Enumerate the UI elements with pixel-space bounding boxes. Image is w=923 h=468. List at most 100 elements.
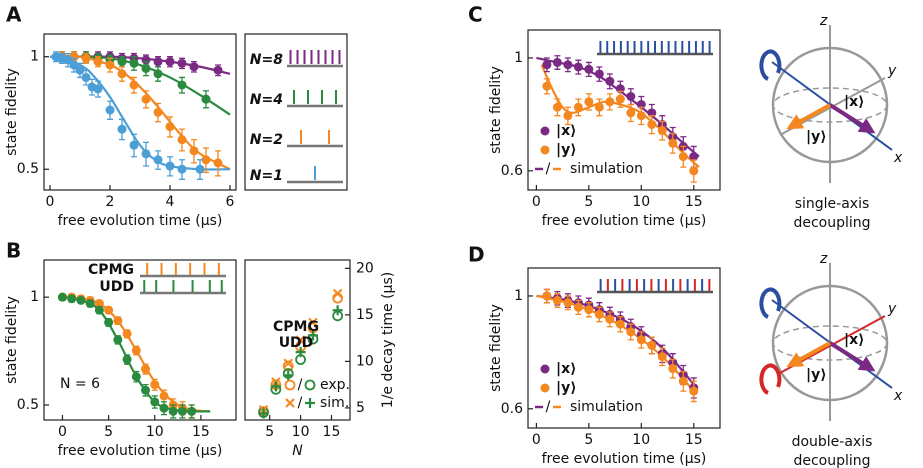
plot-frame xyxy=(43,259,237,421)
point xyxy=(165,57,175,67)
point xyxy=(141,385,151,395)
legend-marker xyxy=(540,145,550,155)
point xyxy=(636,111,646,121)
point xyxy=(94,299,104,309)
state-label: |x⟩ xyxy=(844,332,865,348)
x-tick-label: 4 xyxy=(166,194,175,210)
point xyxy=(117,69,127,79)
point xyxy=(573,62,583,72)
y-tick-label: 0.6 xyxy=(501,401,523,417)
point xyxy=(177,406,187,416)
point xyxy=(131,345,141,355)
point xyxy=(177,80,187,90)
legend-marker xyxy=(305,398,315,408)
point xyxy=(308,317,318,328)
point xyxy=(117,57,127,67)
point xyxy=(81,53,91,63)
legend-marker xyxy=(284,379,296,391)
point xyxy=(542,60,552,70)
point xyxy=(573,102,583,112)
point xyxy=(129,140,139,150)
point xyxy=(678,376,688,386)
point xyxy=(605,314,615,324)
point xyxy=(129,80,139,90)
point xyxy=(150,397,160,407)
y-tick-label: 10 xyxy=(356,353,374,369)
y-axis-label: state fidelity xyxy=(4,68,20,156)
legend-separator: / xyxy=(546,161,551,177)
rotation-icon xyxy=(759,363,782,395)
point xyxy=(63,55,73,65)
x-tick-label: 15 xyxy=(685,432,703,448)
legend-label: N=1 xyxy=(250,168,283,184)
point xyxy=(307,330,318,341)
x-tick-label: 5 xyxy=(584,432,593,448)
x-tick-label: 15 xyxy=(685,194,703,210)
point xyxy=(201,94,211,104)
x-tick-label: 0 xyxy=(532,432,541,448)
point xyxy=(113,335,123,345)
x-tick-label: 2 xyxy=(106,194,115,210)
point xyxy=(129,58,139,68)
plot-frame xyxy=(527,29,721,191)
caption: decoupling xyxy=(793,453,870,468)
point xyxy=(689,386,699,396)
point xyxy=(563,298,573,308)
point xyxy=(195,164,205,174)
legend-label: CPMG xyxy=(88,262,134,278)
x-tick-label: 10 xyxy=(632,432,650,448)
y-axis-label: state fidelity xyxy=(4,296,20,384)
legend-separator: / xyxy=(546,399,551,415)
x-tick-label: 15 xyxy=(323,424,341,440)
legend-label: simulation xyxy=(570,161,643,177)
axis-label: x xyxy=(893,388,903,404)
state-label: |x⟩ xyxy=(844,94,865,110)
x-tick-label: 0 xyxy=(58,424,67,440)
axis-label: x xyxy=(893,150,903,166)
legend-label: sim. xyxy=(320,395,349,411)
point xyxy=(283,358,293,368)
state-arrow xyxy=(786,103,831,130)
y-tick-label: 15 xyxy=(356,307,374,323)
point xyxy=(615,94,625,104)
point xyxy=(104,317,114,327)
point xyxy=(657,126,667,136)
point xyxy=(117,124,127,134)
point xyxy=(552,102,562,112)
legend-marker xyxy=(304,379,316,391)
legend-label: N=4 xyxy=(250,92,283,108)
point xyxy=(201,155,211,165)
y-tick-label: 20 xyxy=(356,260,374,276)
axis-label: y xyxy=(887,63,897,79)
state-label: |y⟩ xyxy=(806,367,827,383)
y-axis-label: state fidelity xyxy=(488,304,504,392)
point xyxy=(563,111,573,121)
point xyxy=(295,347,306,358)
y-tick-label: 1 xyxy=(514,50,523,66)
legend-label: exp. xyxy=(320,377,350,393)
legend-marker xyxy=(540,364,550,374)
axis-label: z xyxy=(819,251,828,267)
point xyxy=(270,381,281,392)
point xyxy=(159,391,169,401)
x-tick-label: 0 xyxy=(46,194,55,210)
point xyxy=(189,146,199,156)
point xyxy=(615,319,625,329)
point xyxy=(636,335,646,345)
point xyxy=(93,84,103,94)
point xyxy=(594,309,604,319)
point xyxy=(153,69,163,79)
point xyxy=(283,370,294,381)
point xyxy=(213,65,223,75)
point xyxy=(332,288,343,299)
legend-label: |x⟩ xyxy=(556,123,577,139)
point xyxy=(668,364,678,374)
y-tick-label: 1 xyxy=(30,49,39,65)
point xyxy=(689,166,699,176)
point xyxy=(141,364,151,374)
point xyxy=(594,102,604,112)
legend-marker xyxy=(540,126,550,136)
legend-label: UDD xyxy=(279,335,314,351)
point xyxy=(131,372,141,382)
